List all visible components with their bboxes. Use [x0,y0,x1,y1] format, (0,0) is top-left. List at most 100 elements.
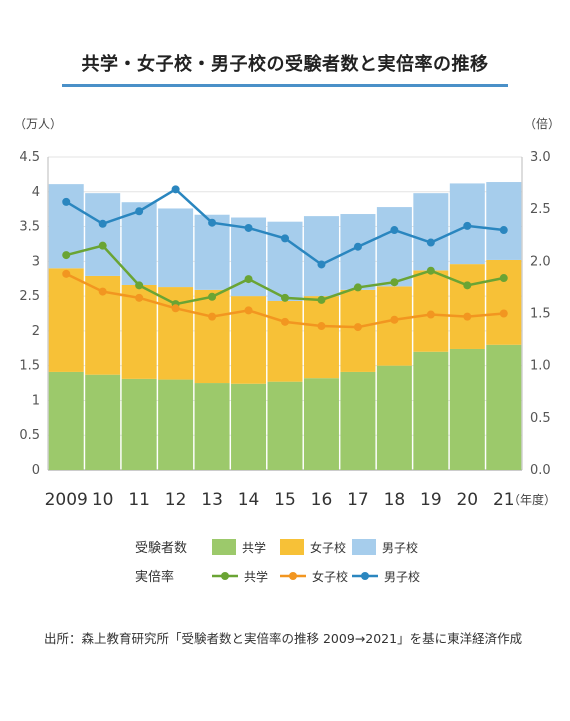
bar-共学 [194,383,230,470]
point-共学 [62,251,71,260]
point-男子校 [426,238,435,247]
right-axis-ticks: 0.0 0.5 1.0 1.5 2.0 2.5 3.0 [530,150,551,478]
point-女子校 [62,269,71,278]
right-axis-unit: （倍） [524,116,560,131]
y-right-tick-label: 2.0 [530,254,551,269]
bar-共学 [121,378,157,470]
x-tick-label: 15 [274,490,296,510]
x-tick-label: 12 [165,490,187,510]
y-left-tick-label: 1 [32,393,40,408]
legend-line-label-女子校: 女子校 [312,569,348,584]
bar-共学 [376,365,412,470]
point-男子校 [208,218,217,227]
legend-label-女子校: 女子校 [310,540,346,555]
point-男子校 [281,234,289,243]
point-共学 [499,274,508,283]
x-tick-label: 11 [128,490,150,510]
bar-女子校 [194,289,230,384]
y-left-tick-label: 2 [32,324,40,339]
y-right-tick-label: 0.5 [530,411,551,426]
x-tick-label: 16 [311,490,333,510]
legend-swatch-男子校 [352,539,376,555]
legend-bars-heading: 受験者数 [135,541,187,556]
point-女子校 [426,310,435,319]
point-女子校 [390,315,399,324]
bar-男子校 [376,207,412,287]
point-男子校 [499,226,508,235]
point-共学 [208,292,217,301]
point-共学 [281,293,289,302]
x-axis-unit: （年度） [508,492,556,507]
point-女子校 [281,317,289,326]
point-男子校 [390,226,399,235]
point-女子校 [499,309,508,318]
bar-男子校 [413,193,449,271]
point-男子校 [353,242,362,251]
y-left-tick-label: 1.5 [19,359,40,374]
bar-共学 [85,374,121,470]
legend-marker-女子校 [289,572,297,580]
point-男子校 [171,185,180,194]
y-left-tick-label: 3.5 [19,220,40,235]
bar-男子校 [486,182,522,260]
point-女子校 [98,287,107,296]
y-left-tick-label: 0.5 [19,428,40,443]
legend-swatch-女子校 [280,539,304,555]
bar-女子校 [267,300,303,382]
point-共学 [390,278,399,287]
point-女子校 [317,322,326,331]
point-女子校 [208,312,217,321]
point-共学 [135,281,144,290]
x-tick-label: 14 [238,490,260,510]
bar-共学 [158,379,194,470]
bar-共学 [48,371,84,470]
legend-swatch-共学 [212,539,236,555]
legend-line-label-共学: 共学 [244,569,268,584]
x-tick-label: 17 [347,490,369,510]
y-right-tick-label: 1.0 [530,359,551,374]
title-underline [62,84,508,87]
ratio-lines [62,185,508,332]
point-女子校 [244,306,253,315]
point-共学 [463,281,472,290]
x-tick-label: 18 [384,490,406,510]
point-共学 [98,241,107,250]
chart-svg: 0 0.5 1 1.5 2 2.5 3 3.5 4 4.5 0.0 0.5 1.0 1.5 2.0 2.5 3… [14,116,560,585]
x-tick-label: 13 [201,490,223,510]
x-axis-ticks: 2009 10 11 12 13 14 15 16 17 18 19 20 21 [45,490,515,510]
point-女子校 [171,304,180,313]
bar-共学 [413,351,449,470]
x-tick-label: 19 [420,490,442,510]
bar-女子校 [303,296,339,379]
point-男子校 [244,223,253,232]
point-共学 [244,275,253,284]
y-right-tick-label: 2.5 [530,202,551,217]
bar-男子校 [85,193,121,276]
legend-line-label-男子校: 男子校 [384,569,420,584]
bar-共学 [486,344,522,470]
legend-marker-男子校 [361,572,369,580]
point-女子校 [353,323,362,332]
bar-男子校 [158,208,194,288]
y-right-tick-label: 0.0 [530,463,551,478]
x-tick-label: 20 [456,490,478,510]
left-axis-unit: （万人） [14,117,62,131]
point-男子校 [62,197,71,206]
chart-title: 共学・女子校・男子校の受験者数と実倍率の推移 [81,54,489,75]
point-男子校 [98,219,107,228]
y-left-tick-label: 2.5 [19,289,40,304]
legend-label-共学: 共学 [242,540,266,555]
bar-男子校 [194,214,230,290]
y-left-tick-label: 3 [32,254,40,269]
point-男子校 [463,221,472,230]
bar-女子校 [48,268,84,372]
point-男子校 [135,207,144,216]
bar-共学 [340,371,376,470]
point-共学 [317,295,326,304]
point-男子校 [317,260,326,269]
y-right-tick-label: 3.0 [530,150,551,165]
bar-共学 [303,378,339,470]
legend-marker-共学 [221,572,229,580]
left-axis-ticks: 0 0.5 1 1.5 2 2.5 3 3.5 4 4.5 [19,150,40,478]
